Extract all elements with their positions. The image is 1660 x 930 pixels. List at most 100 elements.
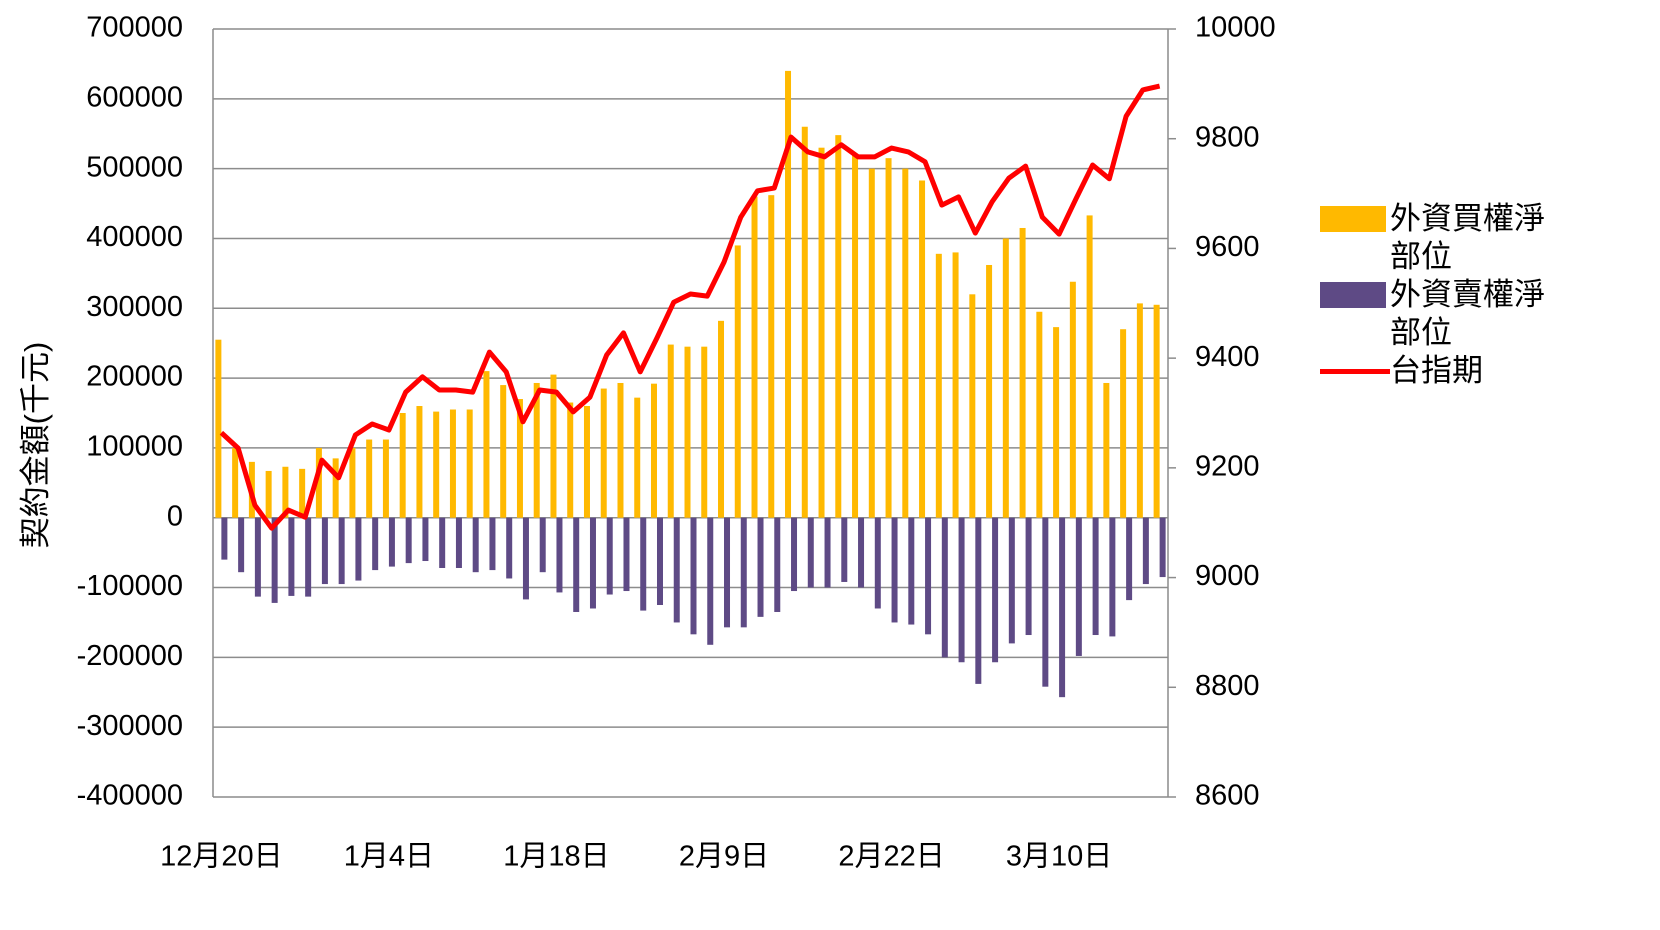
y-tick-label: 100000 — [86, 431, 183, 463]
bar — [466, 409, 473, 518]
legend-label: 外資買權淨部位 — [1390, 201, 1545, 274]
bar — [1159, 517, 1166, 578]
y-tick-label: 400000 — [86, 221, 183, 253]
bar — [667, 344, 674, 518]
bar — [774, 517, 781, 612]
x-tick-label: 1月4日 — [344, 841, 434, 873]
y2-tick-label: 9600 — [1195, 231, 1260, 263]
bar — [768, 195, 775, 518]
bar — [684, 346, 691, 518]
bar — [1103, 382, 1110, 518]
bar — [874, 517, 881, 609]
bar — [606, 517, 613, 595]
y2-tick-label: 9800 — [1195, 121, 1260, 153]
legend-swatch — [1320, 352, 1390, 390]
bar — [232, 447, 239, 518]
bar — [489, 517, 496, 571]
legend-label: 台指期 — [1390, 353, 1483, 388]
y-tick-label: 600000 — [86, 81, 183, 113]
bar — [718, 320, 725, 518]
bar — [600, 388, 607, 518]
bar — [1002, 238, 1009, 518]
bar — [567, 402, 574, 518]
y-axis-title: 契約金額(千元) — [18, 342, 53, 549]
bar — [238, 517, 245, 573]
bar — [640, 517, 647, 611]
bar — [919, 180, 926, 518]
bar — [935, 253, 942, 518]
y-tick-label: 500000 — [86, 151, 183, 183]
bar — [757, 517, 764, 617]
y2-tick-label: 9400 — [1195, 341, 1260, 373]
bar — [433, 411, 440, 518]
y-tick-label: -300000 — [77, 710, 183, 742]
bar — [835, 135, 842, 518]
bar — [952, 252, 959, 518]
bar — [282, 466, 289, 518]
bar — [539, 517, 546, 573]
bar — [751, 196, 758, 518]
y2-tick-label: 8800 — [1195, 670, 1260, 702]
bar — [885, 158, 892, 518]
bar — [500, 385, 507, 518]
bar — [941, 517, 948, 658]
bar — [355, 517, 362, 581]
bar — [925, 517, 932, 635]
y2-tick-label: 9200 — [1195, 451, 1260, 483]
x-tick-label: 2月22日 — [838, 841, 944, 873]
bar — [701, 346, 708, 518]
x-tick-label: 12月20日 — [160, 841, 283, 873]
y2-tick-label: 9000 — [1195, 560, 1260, 592]
legend-swatch — [1320, 276, 1390, 314]
legend: 外資買權淨部位 外資賣權淨部位 台指期 — [1320, 200, 1620, 390]
bar — [1019, 227, 1026, 518]
bar — [271, 517, 278, 603]
bar — [439, 517, 446, 568]
legend-item: 外資買權淨部位 — [1320, 200, 1620, 276]
bar — [902, 168, 909, 518]
bar — [958, 517, 965, 663]
bar — [1036, 311, 1043, 518]
bar — [1008, 517, 1015, 644]
bar — [506, 517, 513, 579]
bar — [372, 517, 379, 571]
bar — [254, 517, 261, 597]
bar — [734, 245, 741, 518]
x-tick-label: 3月10日 — [1006, 841, 1112, 873]
bar — [422, 517, 429, 562]
bar — [573, 517, 580, 612]
bar — [1053, 327, 1060, 518]
bar — [852, 154, 859, 518]
bar — [583, 406, 590, 518]
bar — [1025, 517, 1032, 636]
bar — [338, 517, 345, 585]
y2-tick-label: 8600 — [1195, 780, 1260, 812]
bar — [550, 374, 557, 518]
bar — [556, 517, 563, 593]
bar — [818, 147, 825, 518]
legend-swatch — [1320, 200, 1390, 238]
y2-tick-label: 10000 — [1195, 12, 1276, 44]
bar — [449, 409, 456, 518]
bar — [221, 517, 228, 560]
y-tick-label: -200000 — [77, 640, 183, 672]
bar — [1069, 281, 1076, 518]
bar — [673, 517, 680, 623]
y-tick-label: 0 — [167, 500, 183, 532]
bar — [707, 517, 714, 645]
bar — [215, 339, 222, 518]
bar — [992, 517, 999, 663]
bar — [388, 517, 395, 567]
bar — [1142, 517, 1149, 585]
bar — [299, 468, 306, 518]
bar — [791, 517, 798, 592]
bar — [533, 382, 540, 518]
bar — [1153, 304, 1160, 518]
bar — [1086, 215, 1093, 518]
bar — [617, 382, 624, 518]
bar — [321, 517, 328, 585]
bar — [315, 447, 322, 518]
x-tick-label: 2月9日 — [679, 841, 769, 873]
bar — [740, 517, 747, 628]
bar — [1109, 517, 1116, 637]
